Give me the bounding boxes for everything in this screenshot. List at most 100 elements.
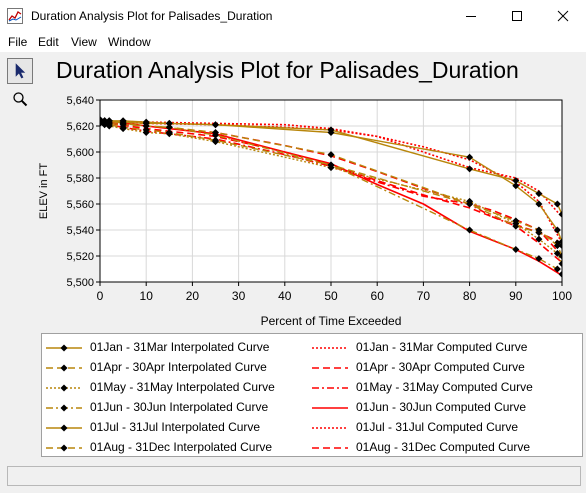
minimize-button[interactable] [448, 0, 494, 32]
data-point-marker [535, 190, 543, 198]
legend-label: 01Jan - 31Mar Computed Curve [356, 340, 528, 354]
legend-item: 01Apr - 30Apr Computed Curve [310, 359, 570, 377]
legend-item: 01Jul - 31Jul Computed Curve [310, 419, 570, 437]
maximize-button[interactable] [494, 0, 540, 32]
y-tick-label: 5,600 [66, 147, 94, 159]
data-point-marker [512, 246, 520, 253]
x-axis-label: Percent of Time Exceeded [261, 314, 402, 328]
y-axis-label: ELEV in FT [38, 163, 50, 220]
legend-item: 01Jul - 31Jul Interpolated Curve [44, 419, 304, 437]
data-point-marker [327, 151, 335, 159]
select-tool-button[interactable] [7, 58, 33, 84]
x-tick-label: 100 [552, 289, 572, 303]
data-point-marker [535, 235, 543, 243]
data-point-marker [327, 126, 335, 134]
legend-swatch [312, 407, 348, 409]
select-pointer-icon [15, 63, 26, 79]
legend-label: 01Jul - 31Jul Interpolated Curve [90, 420, 261, 434]
menu-edit[interactable]: Edit [38, 35, 59, 49]
legend-swatch [46, 444, 82, 452]
data-point-marker [512, 177, 520, 185]
legend-label: 01Aug - 31Dec Computed Curve [356, 440, 531, 454]
x-tick-label: 40 [278, 289, 292, 303]
y-tick-label: 5,640 [66, 95, 94, 107]
legend-swatch [312, 427, 348, 429]
data-point-marker [142, 129, 150, 136]
legend-item: 01Jun - 30Jun Computed Curve [310, 399, 570, 417]
legend-item: 01May - 31May Computed Curve [310, 379, 570, 397]
menu-view[interactable]: View [71, 35, 97, 49]
legend-item: 01Jun - 30Jun Interpolated Curve [44, 399, 304, 417]
x-tick-label: 80 [463, 289, 477, 303]
data-point-marker [558, 270, 562, 278]
plot-frame [99, 99, 563, 283]
close-button[interactable] [540, 0, 586, 32]
data-point-marker [558, 252, 562, 260]
data-point-marker [165, 119, 173, 127]
x-tick-label: 60 [371, 289, 385, 303]
menu-bar: File Edit View Window [0, 32, 586, 52]
data-point-marker [553, 226, 561, 234]
y-tick-label: 5,560 [66, 199, 94, 211]
close-icon [557, 10, 569, 22]
data-point-marker [558, 260, 562, 268]
legend-swatch [312, 447, 348, 449]
menu-file[interactable]: File [8, 35, 28, 49]
y-tick-label: 5,620 [66, 121, 94, 133]
x-tick-label: 50 [324, 289, 338, 303]
data-point-marker [165, 130, 173, 138]
y-tick-label: 5,500 [66, 277, 94, 289]
legend-item: 01May - 31May Interpolated Curve [44, 379, 304, 397]
legend-item: 01Apr - 30Apr Interpolated Curve [44, 359, 304, 377]
title-bar[interactable]: Duration Analysis Plot for Palisades_Dur… [0, 0, 586, 32]
plot-title: Duration Analysis Plot for Palisades_Dur… [56, 57, 519, 83]
series-line[interactable] [100, 121, 562, 244]
menu-window[interactable]: Window [108, 35, 151, 49]
legend-label: 01Jan - 31Mar Interpolated Curve [90, 340, 270, 354]
data-point-marker [119, 125, 127, 133]
minimize-icon [466, 16, 476, 17]
series-line[interactable] [100, 122, 562, 264]
legend-label: 01Apr - 30Apr Interpolated Curve [90, 360, 267, 374]
data-point-marker [327, 161, 335, 169]
data-point-marker [535, 226, 543, 234]
series-line[interactable] [100, 118, 562, 277]
legend-swatch [312, 367, 348, 369]
legend-label: 01May - 31May Interpolated Curve [90, 380, 275, 394]
data-point-marker [212, 121, 219, 129]
legend-item: 01Jan - 31Mar Computed Curve [310, 339, 570, 357]
data-point-marker [105, 119, 113, 127]
data-point-marker [512, 182, 520, 190]
legend-label: 01Apr - 30Apr Computed Curve [356, 360, 525, 374]
x-tick-label: 20 [186, 289, 200, 303]
legend-item: 01Jan - 31Mar Interpolated Curve [44, 339, 304, 357]
legend-swatch [46, 404, 82, 412]
zoom-tool-button[interactable] [7, 86, 33, 112]
status-bar [7, 466, 581, 486]
data-point-marker [535, 200, 543, 208]
data-point-marker [553, 200, 561, 208]
x-tick-label: 30 [232, 289, 246, 303]
y-tick-label: 5,520 [66, 251, 94, 263]
data-point-marker [553, 249, 561, 257]
data-point-marker [212, 138, 219, 146]
data-point-marker [553, 242, 561, 250]
data-point-marker [466, 165, 474, 173]
legend-item: 01Aug - 31Dec Computed Curve [310, 439, 570, 457]
data-point-marker [466, 153, 474, 161]
data-point-marker [558, 210, 562, 218]
data-point-marker [535, 255, 543, 263]
series-line[interactable] [100, 120, 562, 244]
chart-legend: 01Jan - 31Mar Interpolated Curve 01Apr - … [41, 333, 583, 457]
legend-label: 01May - 31May Computed Curve [356, 380, 533, 394]
legend-swatch [46, 344, 82, 352]
duration-chart[interactable]: 0 10 20 30 40 50 60 70 80 90 100 5,500 5,520 5,540 5,5… [0, 0, 586, 333]
legend-item: 01Aug - 31Dec Interpolated Curve [44, 439, 304, 457]
legend-label: 01Jun - 30Jun Interpolated Curve [90, 400, 269, 414]
legend-label: 01Jul - 31Jul Computed Curve [356, 420, 519, 434]
data-point-marker [553, 265, 561, 273]
legend-swatch [312, 347, 348, 349]
x-tick-label: 70 [417, 289, 431, 303]
x-tick-label: 0 [97, 289, 104, 303]
